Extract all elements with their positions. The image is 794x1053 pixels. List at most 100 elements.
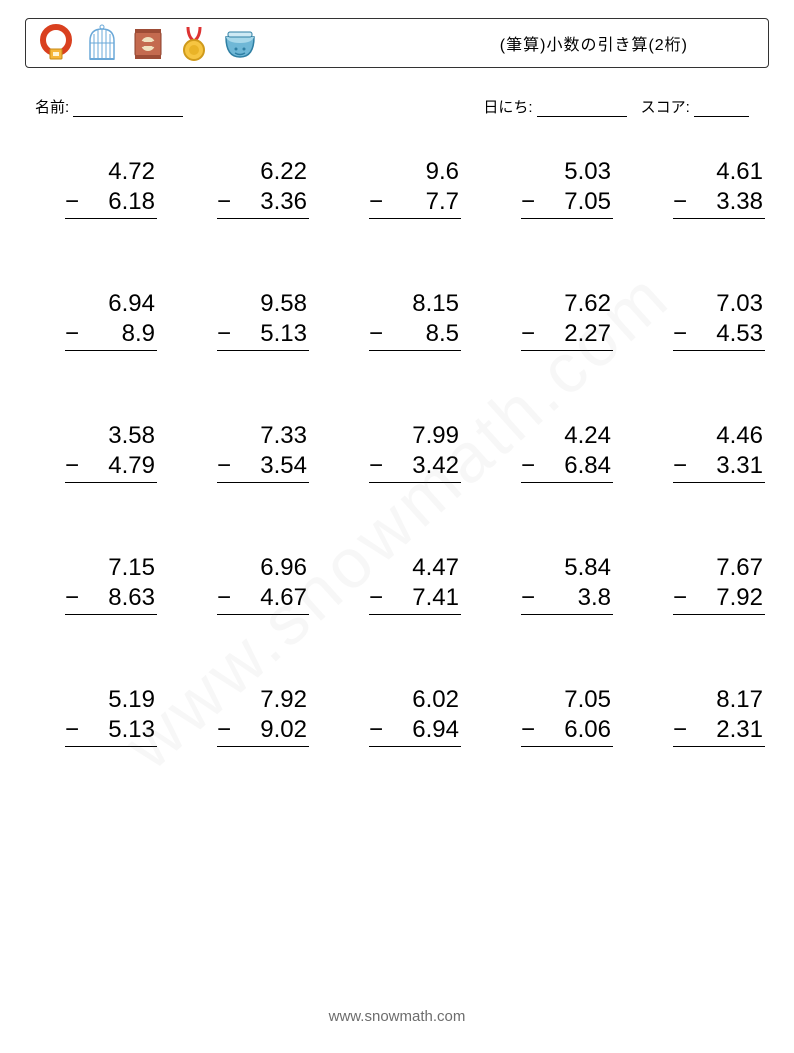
subtrahend: 3.8: [539, 583, 613, 613]
minuend: 7.67: [716, 553, 765, 583]
minus-sign: −: [521, 187, 539, 217]
minuend: 7.33: [260, 421, 309, 451]
date-label: 日にち:: [483, 99, 532, 116]
date-blank: [537, 101, 627, 118]
minus-sign: −: [217, 451, 235, 481]
problem: 7.15−8.63: [65, 553, 157, 615]
problem: 7.99−3.42: [369, 421, 461, 483]
problem: 7.67−7.92: [673, 553, 765, 615]
score-label: スコア:: [641, 99, 690, 116]
subtrahend-row: −9.02: [217, 715, 309, 747]
subtrahend-row: −5.13: [65, 715, 157, 747]
subtrahend: 3.31: [691, 451, 765, 481]
minuend: 5.84: [564, 553, 613, 583]
subtrahend: 3.42: [387, 451, 461, 481]
subtrahend: 8.63: [83, 583, 157, 613]
name-blank: [73, 101, 183, 118]
problem: 4.47−7.41: [369, 553, 461, 615]
page-title: (筆算)小数の引き算(2桁): [500, 31, 688, 55]
minus-sign: −: [521, 451, 539, 481]
minus-sign: −: [65, 451, 83, 481]
minus-sign: −: [369, 715, 387, 745]
minuend: 5.03: [564, 157, 613, 187]
birdcage-icon: [82, 23, 122, 63]
minuend: 9.6: [426, 157, 461, 187]
problem: 4.61−3.38: [673, 157, 765, 219]
problem: 7.92−9.02: [217, 685, 309, 747]
minus-sign: −: [217, 715, 235, 745]
minus-sign: −: [673, 187, 691, 217]
problem: 6.02−6.94: [369, 685, 461, 747]
collar-icon: [36, 23, 76, 63]
subtrahend-row: −6.18: [65, 187, 157, 219]
minuend: 7.05: [564, 685, 613, 715]
minus-sign: −: [369, 583, 387, 613]
minuend: 6.22: [260, 157, 309, 187]
problem: 7.05−6.06: [521, 685, 613, 747]
minus-sign: −: [369, 319, 387, 349]
problem: 7.62−2.27: [521, 289, 613, 351]
minuend: 7.62: [564, 289, 613, 319]
subtrahend: 4.67: [235, 583, 309, 613]
subtrahend: 6.84: [539, 451, 613, 481]
subtrahend: 4.79: [83, 451, 157, 481]
minuend: 7.15: [108, 553, 157, 583]
minuend: 6.02: [412, 685, 461, 715]
subtrahend: 5.13: [235, 319, 309, 349]
problem: 4.72−6.18: [65, 157, 157, 219]
subtrahend: 7.41: [387, 583, 461, 613]
minuend: 5.19: [108, 685, 157, 715]
date-field: 日にち:: [483, 96, 626, 117]
subtrahend-row: −5.13: [217, 319, 309, 351]
problem: 4.24−6.84: [521, 421, 613, 483]
subtrahend: 4.53: [691, 319, 765, 349]
problem: 6.96−4.67: [217, 553, 309, 615]
problem: 6.22−3.36: [217, 157, 309, 219]
subtrahend-row: −3.31: [673, 451, 765, 483]
medal-icon: [174, 23, 214, 63]
subtrahend-row: −6.06: [521, 715, 613, 747]
subtrahend: 8.5: [387, 319, 461, 349]
subtrahend-row: −4.67: [217, 583, 309, 615]
minus-sign: −: [673, 319, 691, 349]
petfood-icon: [128, 23, 168, 63]
subtrahend: 7.7: [387, 187, 461, 217]
subtrahend: 2.31: [691, 715, 765, 745]
subtrahend-row: −7.41: [369, 583, 461, 615]
subtrahend: 7.05: [539, 187, 613, 217]
minuend: 7.99: [412, 421, 461, 451]
info-row: 名前: 日にち: スコア:: [25, 96, 769, 117]
subtrahend-row: −6.84: [521, 451, 613, 483]
subtrahend-row: −3.42: [369, 451, 461, 483]
name-label: 名前:: [35, 99, 69, 116]
minus-sign: −: [673, 451, 691, 481]
minuend: 4.46: [716, 421, 765, 451]
minuend: 7.92: [260, 685, 309, 715]
problems-grid: 4.72−6.186.22−3.369.6−7.75.03−7.054.61−3…: [25, 157, 769, 747]
subtrahend-row: −7.05: [521, 187, 613, 219]
subtrahend-row: −2.31: [673, 715, 765, 747]
header-box: (筆算)小数の引き算(2桁): [25, 18, 769, 68]
problem: 5.19−5.13: [65, 685, 157, 747]
problem: 8.15−8.5: [369, 289, 461, 351]
subtrahend-row: −3.38: [673, 187, 765, 219]
minuend: 6.96: [260, 553, 309, 583]
problem: 5.84−3.8: [521, 553, 613, 615]
minus-sign: −: [217, 583, 235, 613]
minuend: 4.47: [412, 553, 461, 583]
subtrahend: 3.54: [235, 451, 309, 481]
minus-sign: −: [369, 451, 387, 481]
subtrahend-row: −3.8: [521, 583, 613, 615]
problem: 6.94−8.9: [65, 289, 157, 351]
subtrahend-row: −7.92: [673, 583, 765, 615]
problem: 7.33−3.54: [217, 421, 309, 483]
subtrahend: 6.94: [387, 715, 461, 745]
minus-sign: −: [521, 319, 539, 349]
subtrahend-row: −4.53: [673, 319, 765, 351]
minus-sign: −: [65, 187, 83, 217]
minus-sign: −: [369, 187, 387, 217]
problem: 9.58−5.13: [217, 289, 309, 351]
name-field: 名前:: [35, 96, 183, 117]
minus-sign: −: [65, 583, 83, 613]
subtrahend-row: −8.63: [65, 583, 157, 615]
